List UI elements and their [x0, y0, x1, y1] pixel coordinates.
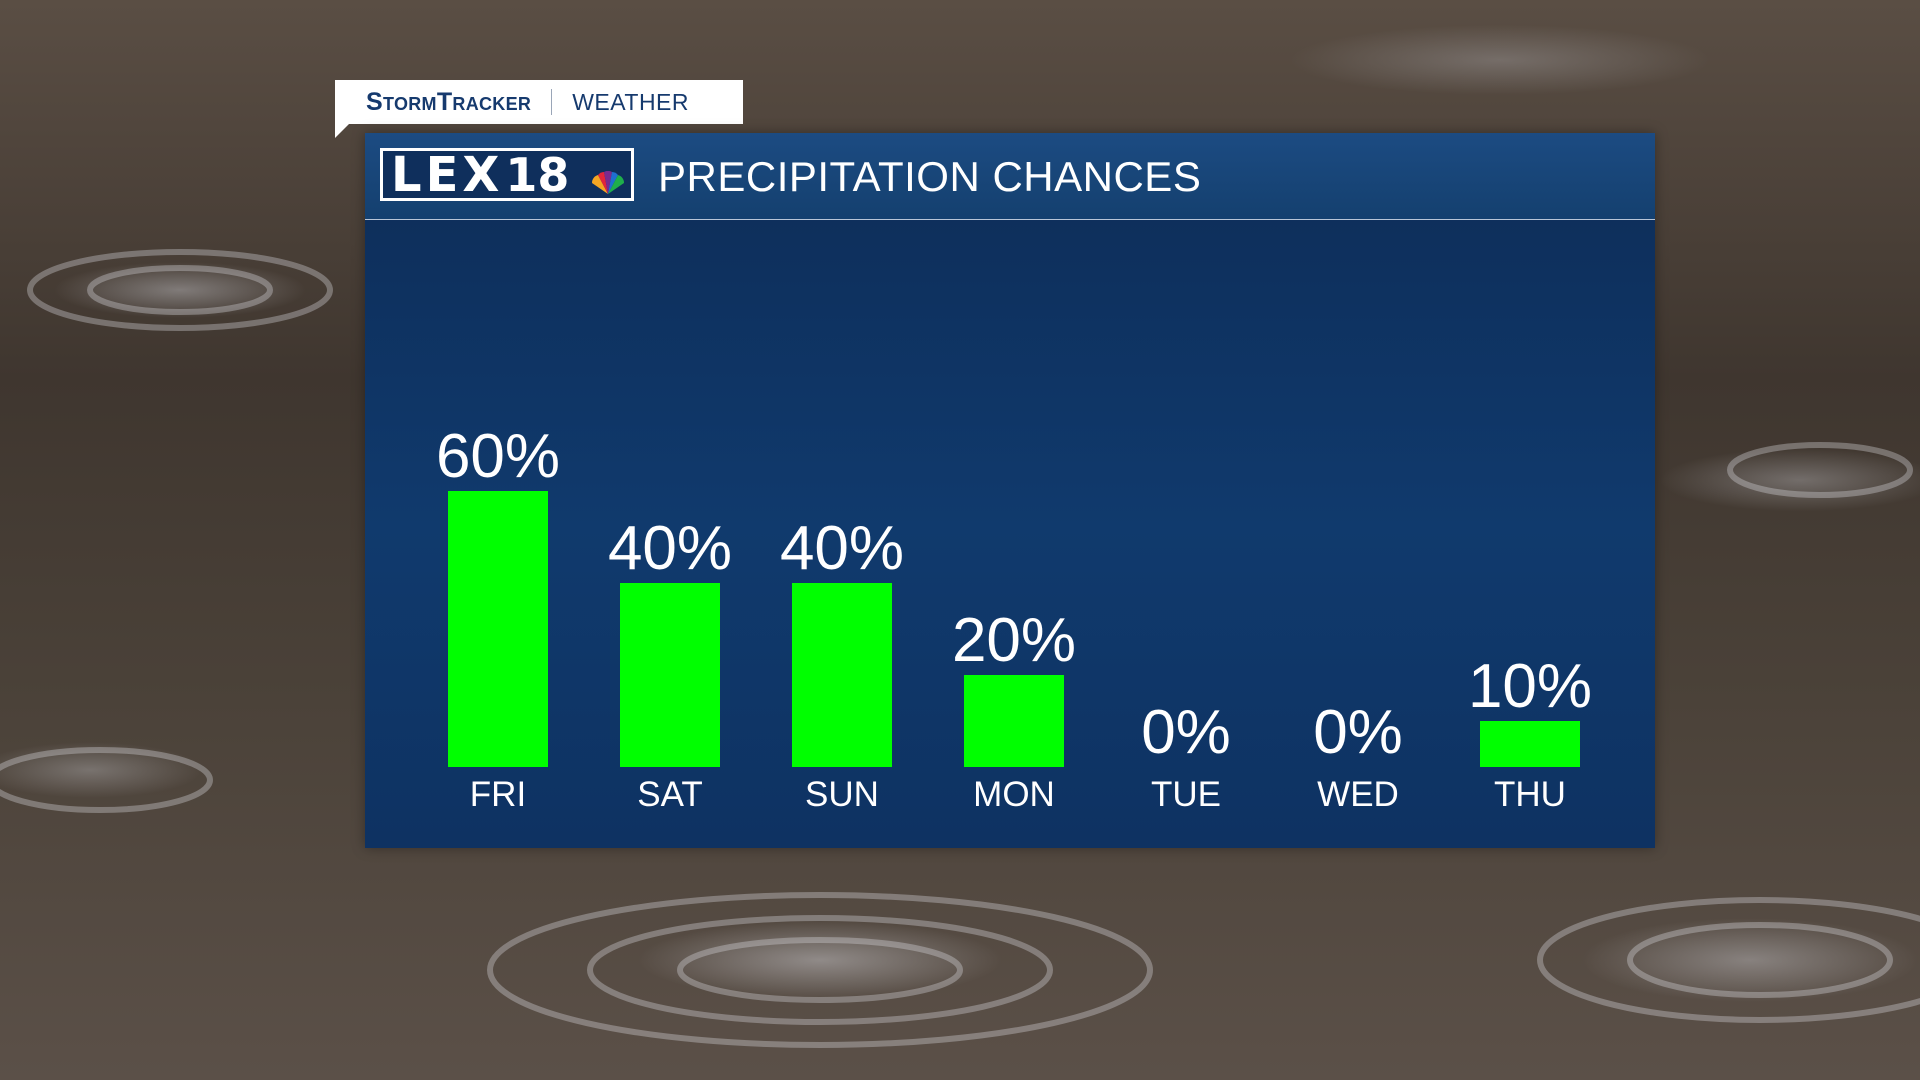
day-label-tue: TUE: [1151, 775, 1221, 814]
value-label-fri: 60%: [436, 422, 560, 491]
precipitation-bar-chart: 60% FRI 40% SAT 40% SUN 20% MON 0% TUE 0% WED 10% THU: [436, 422, 1592, 814]
value-label-sat: 40%: [608, 514, 732, 583]
brand-divider: [551, 89, 553, 115]
day-label-sat: SAT: [637, 775, 702, 814]
precipitation-panel: LEX 18 PRECIPITATION CHANCES 60% FRI 40% SA…: [365, 133, 1655, 848]
bar-sun: [792, 583, 892, 767]
nbc-peacock-icon: [591, 171, 625, 194]
weather-label: WEATHER: [572, 88, 690, 115]
value-label-thu: 10%: [1468, 652, 1592, 721]
logo-letters: LEX: [391, 146, 504, 203]
stormtracker-weather-tab: StormTracker WEATHER: [335, 80, 743, 138]
value-label-tue: 0%: [1141, 698, 1231, 767]
bar-mon: [964, 675, 1064, 767]
panel-header: LEX 18 PRECIPITATION CHANCES: [365, 133, 1655, 220]
day-label-fri: FRI: [470, 775, 526, 814]
value-label-wed: 0%: [1313, 698, 1403, 767]
chart-title: PRECIPITATION CHANCES: [658, 153, 1202, 200]
tab-pointer: [335, 124, 349, 138]
value-label-sun: 40%: [780, 514, 904, 583]
bar-sat: [620, 583, 720, 767]
day-label-wed: WED: [1317, 775, 1399, 814]
day-label-sun: SUN: [805, 775, 879, 814]
bar-fri: [448, 491, 548, 767]
stormtracker-label: StormTracker: [366, 87, 532, 116]
value-label-mon: 20%: [952, 606, 1076, 675]
logo-number: 18: [505, 147, 570, 202]
bar-thu: [1480, 721, 1580, 767]
day-label-thu: THU: [1494, 775, 1566, 814]
lex18-logo: LEX 18: [380, 148, 634, 201]
day-label-mon: MON: [973, 775, 1055, 814]
